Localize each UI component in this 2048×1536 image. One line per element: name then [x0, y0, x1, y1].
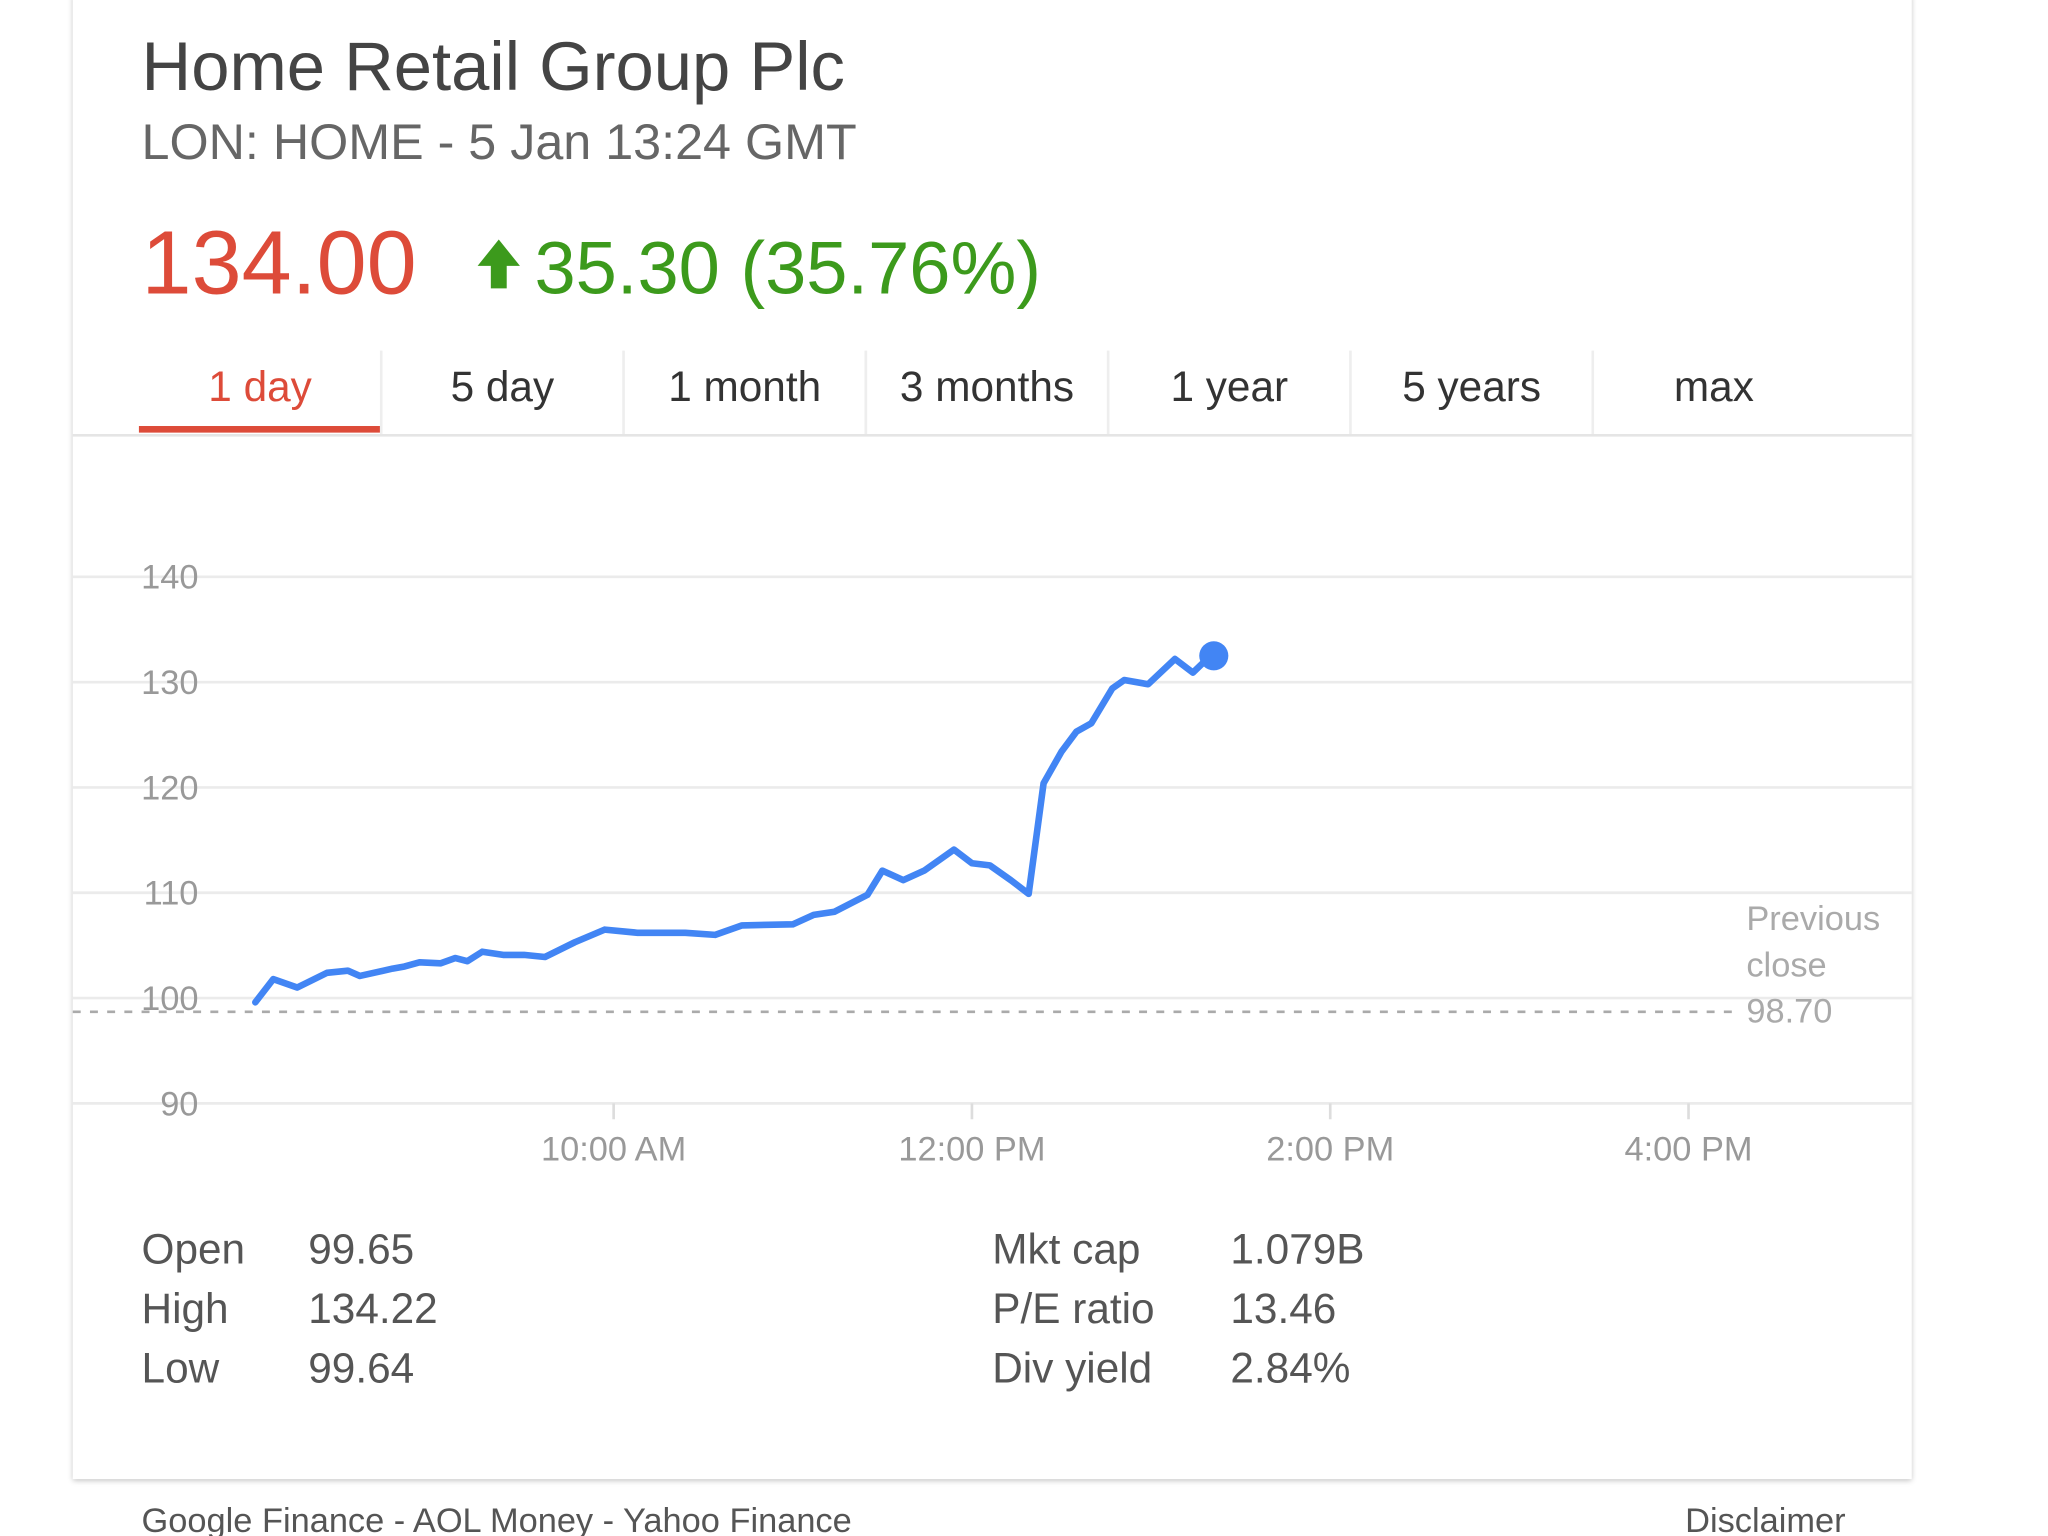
y-tick-label: 130 [141, 664, 198, 702]
y-tick-label: 140 [141, 559, 198, 597]
y-tick-label: 100 [141, 980, 198, 1018]
price-line [252, 652, 1218, 1006]
card [72, 0, 1912, 1480]
tab[interactable]: max [1674, 363, 1754, 410]
y-tick-label: 120 [141, 769, 198, 807]
tab[interactable]: 1 month [668, 363, 821, 410]
y-tick-label: 90 [160, 1085, 198, 1123]
stat-value: 134.22 [308, 1285, 437, 1332]
tab[interactable]: 1 year [1170, 363, 1288, 410]
stat-value: 13.46 [1230, 1285, 1336, 1332]
stat-label: P/E ratio [992, 1285, 1154, 1332]
stat-value: 99.65 [308, 1225, 414, 1272]
footer-sources[interactable]: Google Finance - AOL Money - Yahoo Finan… [142, 1502, 852, 1536]
x-tick-label: 2:00 PM [1266, 1130, 1394, 1168]
tab-underline [138, 426, 382, 433]
tab[interactable]: 3 months [900, 363, 1074, 410]
tab[interactable]: 1 day [208, 363, 312, 410]
stat-label: High [142, 1285, 229, 1332]
stat-label: Low [142, 1345, 220, 1392]
previous-close-value: 98.70 [1746, 990, 1833, 1031]
price: 134.00 [142, 214, 417, 314]
stat-value: 2.84% [1230, 1345, 1350, 1392]
x-tick-label: 10:00 AM [541, 1130, 686, 1168]
previous-close-label: Previous close [1746, 898, 1881, 985]
y-tick-label: 110 [144, 875, 199, 913]
price-change: 35.30 (35.76%) [534, 227, 1041, 310]
disclaimer-link[interactable]: Disclaimer [1685, 1502, 1845, 1536]
up-arrow [477, 239, 520, 289]
title: Home Retail Group Plc [142, 28, 845, 105]
current-dot [1199, 641, 1229, 671]
stat-label: Div yield [992, 1345, 1152, 1392]
x-tick-label: 4:00 PM [1625, 1130, 1753, 1168]
stat-value: 1.079B [1230, 1225, 1364, 1272]
x-tick-label: 12:00 PM [898, 1130, 1045, 1168]
tab[interactable]: 5 day [451, 363, 555, 410]
stat-label: Open [142, 1225, 246, 1272]
subtitle: LON: HOME - 5 Jan 13:24 GMT [142, 113, 857, 170]
tab[interactable]: 5 years [1402, 363, 1541, 410]
stat-label: Mkt cap [992, 1225, 1140, 1272]
stat-value: 99.64 [308, 1345, 414, 1392]
